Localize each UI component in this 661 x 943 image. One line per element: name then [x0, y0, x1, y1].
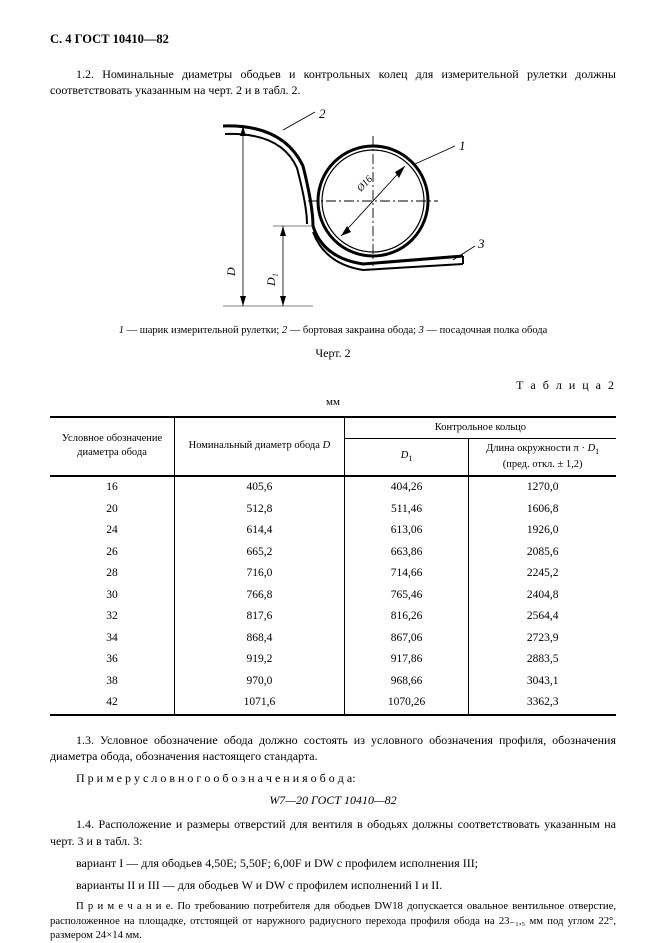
table-2: Условное обозначение диаметра обода Номи…: [50, 416, 616, 716]
cell: 20: [50, 499, 175, 521]
figure-label: Черт. 2: [50, 345, 616, 361]
dim-D: D: [224, 267, 238, 277]
cell: 614,4: [175, 520, 345, 542]
cell: 919,2: [175, 649, 345, 671]
table-row: 16405,6404,261270,0: [50, 476, 616, 499]
table-row: 421071,61070,263362,3: [50, 692, 616, 715]
figure-2: Ø16 2 1 3 D D₁: [50, 106, 616, 320]
cell: 405,6: [175, 476, 345, 499]
table-label: Т а б л и ц а 2: [50, 377, 616, 393]
cell: 1926,0: [469, 520, 616, 542]
cell: 816,26: [344, 606, 469, 628]
table-row: 38970,0968,663043,1: [50, 671, 616, 693]
cell: 613,06: [344, 520, 469, 542]
cell: 32: [50, 606, 175, 628]
paragraph-1-2: 1.2. Номинальные диаметры ободьев и конт…: [50, 66, 616, 98]
cell: 2564,4: [469, 606, 616, 628]
cell: 2883,5: [469, 649, 616, 671]
cell: 24: [50, 520, 175, 542]
cell: 2723,9: [469, 628, 616, 650]
cell: 28: [50, 563, 175, 585]
cell: 512,8: [175, 499, 345, 521]
cell: 38: [50, 671, 175, 693]
page-header: С. 4 ГОСТ 10410—82: [50, 31, 616, 48]
table-unit: мм: [50, 395, 616, 410]
cell: 30: [50, 585, 175, 607]
cell: 26: [50, 542, 175, 564]
figure-2-svg: Ø16 2 1 3 D D₁: [163, 106, 503, 316]
th-col4: Длина окружности π · D1 (пред. откл. ± 1…: [469, 439, 616, 477]
callout-3: 3: [477, 236, 485, 251]
paragraph-1-4a: 1.4. Расположение и размеры отверстий дл…: [50, 816, 616, 848]
cell: 917,86: [344, 649, 469, 671]
cell: 34: [50, 628, 175, 650]
th-col2: Номинальный диаметр обода D: [175, 417, 345, 476]
cell: 868,4: [175, 628, 345, 650]
paragraph-1-3: 1.3. Условное обозначение обода должно с…: [50, 732, 616, 764]
table-row: 36919,2917,862883,5: [50, 649, 616, 671]
example-label: П р и м е р у с л о в н о г о о б о з н …: [50, 770, 616, 786]
paragraph-1-4c: варианты II и III — для ободьев W и DW с…: [50, 877, 616, 893]
table-row: 28716,0714,662245,2: [50, 563, 616, 585]
cell: 714,66: [344, 563, 469, 585]
paragraph-1-4b: вариант I — для ободьев 4,50E; 5,50F; 6,…: [50, 855, 616, 871]
cell: 1071,6: [175, 692, 345, 715]
dim-D1: D₁: [264, 273, 278, 287]
th-col1: Условное обозначение диаметра обода: [50, 417, 175, 476]
table-row: 30766,8765,462404,8: [50, 585, 616, 607]
cell: 765,46: [344, 585, 469, 607]
table-row: 26665,2663,862085,6: [50, 542, 616, 564]
cell: 2085,6: [469, 542, 616, 564]
callout-1: 1: [459, 138, 466, 153]
table-row: 20512,8511,461606,8: [50, 499, 616, 521]
cell: 1606,8: [469, 499, 616, 521]
cell: 2404,8: [469, 585, 616, 607]
cell: 716,0: [175, 563, 345, 585]
th-col3: D1: [344, 439, 469, 477]
cell: 2245,2: [469, 563, 616, 585]
cell: 1070,26: [344, 692, 469, 715]
cell: 867,06: [344, 628, 469, 650]
table-row: 34868,4867,062723,9: [50, 628, 616, 650]
table-body: 16405,6404,261270,020512,8511,461606,824…: [50, 476, 616, 715]
cell: 665,2: [175, 542, 345, 564]
cell: 404,26: [344, 476, 469, 499]
example-designation: W7—20 ГОСТ 10410—82: [50, 792, 616, 808]
callout-2: 2: [319, 106, 326, 121]
cell: 1270,0: [469, 476, 616, 499]
note: П р и м е ч а н и е. По требованию потре…: [50, 899, 616, 942]
cell: 16: [50, 476, 175, 499]
cell: 3362,3: [469, 692, 616, 715]
table-row: 32817,6816,262564,4: [50, 606, 616, 628]
dim-phi16: Ø16: [354, 174, 374, 195]
cell: 511,46: [344, 499, 469, 521]
table-row: 24614,4613,061926,0: [50, 520, 616, 542]
th-col34: Контрольное кольцо: [344, 417, 616, 439]
cell: 766,8: [175, 585, 345, 607]
cell: 42: [50, 692, 175, 715]
figure-caption: 1 — шарик измерительной рулетки; 2 — бор…: [50, 324, 616, 338]
cell: 970,0: [175, 671, 345, 693]
cell: 36: [50, 649, 175, 671]
page: С. 4 ГОСТ 10410—82 1.2. Номинальные диам…: [0, 0, 661, 936]
cell: 663,86: [344, 542, 469, 564]
cell: 817,6: [175, 606, 345, 628]
cell: 3043,1: [469, 671, 616, 693]
cell: 968,66: [344, 671, 469, 693]
